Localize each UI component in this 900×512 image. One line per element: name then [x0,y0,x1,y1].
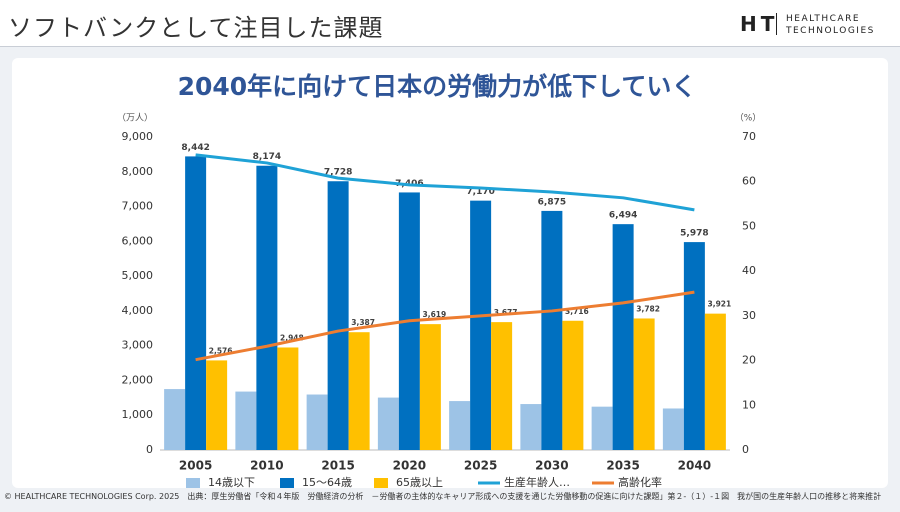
x-tick-label: 2005 [179,459,212,473]
bar [612,224,634,450]
y-tick-label: 2,000 [122,373,154,386]
bar [562,320,584,450]
data-label: 3,619 [423,310,447,319]
bar [704,313,726,450]
y-tick-label: 4,000 [122,304,154,317]
data-label: 6,494 [609,211,637,221]
bar [520,404,542,450]
bar [185,156,207,450]
copyright: © HEALTHCARE TECHNOLOGIES Corp. 2025 [4,492,180,501]
x-tick-label: 2020 [393,459,426,473]
y-axis-label: （万人） [117,113,153,124]
data-label: 2,576 [209,346,233,355]
footer: © HEALTHCARE TECHNOLOGIES Corp. 2025 出典：… [4,491,896,502]
x-tick-label: 2015 [321,459,354,473]
line-series [195,290,695,362]
y2-tick-label: 20 [742,354,756,367]
legend-swatch [280,478,294,488]
bar [419,324,441,450]
x-tick-label: 2010 [250,459,283,473]
bar [277,347,299,450]
data-label: 8,174 [253,152,281,162]
bar [348,332,370,450]
logo-divider [776,13,777,35]
x-tick-label: 2035 [606,459,639,473]
data-label: 3,782 [636,304,660,313]
bar [327,181,349,450]
bar [541,210,563,450]
bar [491,322,513,450]
y-tick-label: 7,000 [122,200,154,213]
data-label: 2,948 [280,333,304,342]
logo-mark: HT [740,12,779,36]
logo-text: HEALTHCARE [786,14,861,24]
x-tick-label: 2030 [535,459,568,473]
legend-swatch [374,478,388,488]
bar [683,242,705,450]
legend-label: 65歳以上 [396,476,443,489]
y-tick-label: 9,000 [122,130,154,143]
source-note: 出典：厚生労働省「令和４年版 労働経済の分析 －労働者の主体的なキャリア形成への… [187,492,882,501]
header: ソフトバンクとして注目した課題 HT HEALTHCARE TECHNOLOGI… [0,0,900,47]
data-label: 7,170 [466,187,494,197]
y2-tick-label: 40 [742,264,756,277]
bar [164,389,186,450]
data-label: 8,442 [181,143,209,153]
bar [449,401,471,450]
data-label: 3,677 [494,308,518,317]
data-label: 5,978 [680,229,708,239]
bar [633,318,655,450]
bar [662,408,684,450]
y-tick-label: 8,000 [122,165,154,178]
line-series [195,153,695,212]
y2-tick-label: 70 [742,130,756,143]
y2-tick-label: 0 [742,443,749,456]
legend-label: 生産年齢人… [504,475,570,489]
data-label: 7,728 [324,168,352,178]
y-tick-label: 3,000 [122,339,154,352]
data-label: 6,875 [538,197,566,207]
chart-title: 2040年に向けて日本の労働力が低下していく [178,72,697,101]
y-tick-label: 5,000 [122,269,154,282]
data-label: 3,716 [565,307,589,316]
y2-tick-label: 10 [742,398,756,411]
data-label: 3,921 [708,300,732,309]
y-tick-label: 6,000 [122,234,154,247]
bar [256,165,278,450]
x-tick-label: 2040 [678,459,711,473]
legend-label: 高齢化率 [618,475,662,489]
y-tick-label: 1,000 [122,408,154,421]
y2-tick-label: 50 [742,219,756,232]
y2-tick-label: 60 [742,175,756,188]
legend-swatch [186,478,200,488]
x-tick-label: 2025 [464,459,497,473]
bar [470,200,492,450]
bar [306,394,328,450]
data-label: 3,387 [351,318,375,327]
legend-label: 14歳以下 [208,476,255,489]
page-title: ソフトバンクとして注目した課題 [8,14,384,42]
y-tick-label: 0 [146,443,153,456]
y2-tick-label: 30 [742,309,756,322]
legend-label: 15〜64歳 [302,476,352,489]
bar [235,391,257,450]
logo-text: TECHNOLOGIES [786,26,875,36]
bar [206,360,228,450]
bar [377,397,399,450]
bar [591,406,613,450]
y2-axis-label: （%） [735,113,762,124]
